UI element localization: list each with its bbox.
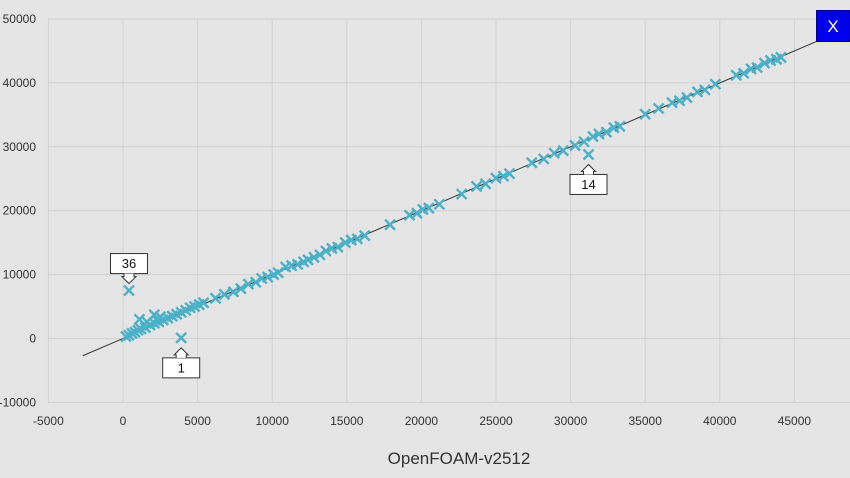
y-tick-label: 30000: [3, 140, 37, 154]
data-point: [673, 94, 686, 107]
data-point: [261, 271, 274, 284]
callout: 36: [109, 253, 148, 285]
data-point: [479, 178, 492, 190]
data-point: [548, 147, 561, 160]
grid: [47, 18, 850, 403]
x-tick-label: -5000: [33, 414, 64, 428]
data-point: [569, 139, 581, 152]
data-point: [758, 57, 771, 69]
data-point: [497, 170, 510, 183]
data-point: [470, 180, 483, 193]
data-point: [197, 296, 210, 309]
y-tick-label: 0: [29, 332, 36, 346]
data-point: [537, 153, 550, 165]
x-tick-label: 25000: [479, 414, 513, 428]
data-point: [120, 330, 132, 343]
callout: 1: [162, 347, 201, 379]
x-axis-title: OpenFOAM-v2512: [388, 449, 531, 468]
data-point: [503, 167, 516, 180]
y-tick-label: -10000: [0, 395, 36, 409]
data-point: [775, 51, 787, 64]
data-point: [525, 156, 538, 169]
data-point: [320, 245, 332, 257]
data-point: [272, 266, 285, 279]
x-tick-label: 0: [120, 414, 127, 428]
data-point: [123, 284, 135, 297]
data-point: [384, 218, 396, 231]
y-tick-label: 50000: [3, 12, 37, 26]
data-point: [291, 258, 304, 271]
data-point: [681, 91, 693, 104]
data-point: [600, 126, 613, 138]
data-point: [411, 207, 423, 220]
data-point: [751, 61, 763, 74]
data-point: [249, 276, 262, 289]
data-point: [358, 229, 371, 242]
data-point: [314, 248, 326, 261]
close-button[interactable]: X: [816, 10, 850, 42]
data-point: [126, 327, 138, 340]
data-point: [587, 130, 599, 143]
data-point: [351, 232, 364, 245]
y-tick-label: 10000: [3, 268, 37, 282]
data-point: [133, 313, 146, 326]
data-point: [433, 198, 446, 211]
data-point: [652, 102, 665, 115]
y-tick-label: 20000: [3, 204, 37, 218]
data-point: [175, 332, 188, 344]
callouts: 36 1 14: [109, 163, 608, 379]
data-point: [308, 251, 320, 264]
data-point: [154, 310, 167, 323]
tick-labels: -5000 0 5000 10000 15000 20000 25000 30000 35000…: [0, 12, 811, 428]
y-tick-label: 40000: [3, 76, 37, 90]
data-point: [141, 316, 153, 328]
data-point: [709, 78, 722, 91]
x-tick-label: 10000: [256, 414, 290, 428]
callout-label: 14: [581, 177, 595, 192]
data-point: [737, 67, 750, 80]
data-point: [302, 254, 314, 266]
data-point: [557, 144, 569, 157]
x-tick-label: 45000: [778, 414, 812, 428]
x-tick-label: 20000: [405, 414, 439, 428]
data-point: [209, 292, 222, 305]
data-point: [613, 120, 626, 133]
x-tick-label: 35000: [629, 414, 663, 428]
x-tick-label: 40000: [703, 414, 737, 428]
data-point: [423, 202, 435, 214]
data-point: [218, 288, 231, 301]
data-point: [227, 286, 240, 298]
x-tick-label: 30000: [554, 414, 588, 428]
data-point: [699, 84, 711, 96]
data-point: [639, 108, 652, 121]
data-point: [235, 282, 247, 295]
data-point: [132, 324, 144, 337]
callout-arrow: [172, 347, 190, 358]
x-tick-label: 5000: [184, 414, 211, 428]
callout-arrow: [580, 163, 597, 175]
data-points: [120, 51, 787, 344]
callout: 14: [569, 163, 608, 195]
data-point: [331, 241, 344, 253]
callout-arrow: [120, 273, 138, 285]
data-point: [582, 148, 595, 161]
data-point: [339, 236, 352, 249]
x-tick-label: 15000: [330, 414, 364, 428]
callout-label: 36: [122, 256, 136, 271]
callout-label: 1: [178, 360, 185, 375]
data-point: [578, 135, 590, 148]
data-point: [455, 188, 468, 200]
